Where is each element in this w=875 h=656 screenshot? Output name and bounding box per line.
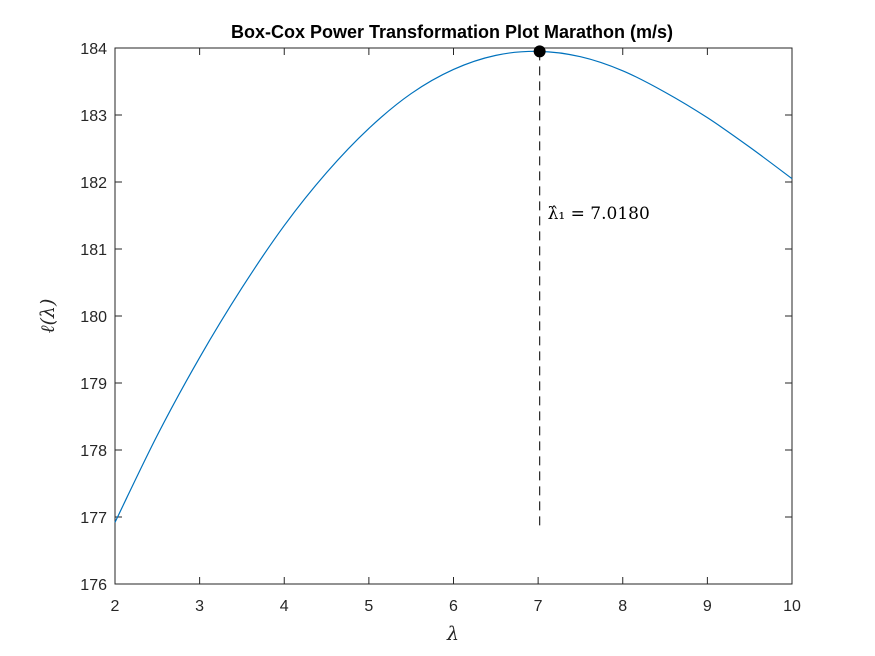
x-tick-label: 7 (534, 598, 543, 615)
likelihood-curve (114, 50, 793, 523)
x-tick-label: 5 (364, 598, 373, 615)
y-tick-label: 181 (80, 242, 107, 259)
y-axis: 176 177 178 179 180 181 182 183 184 (80, 41, 792, 594)
y-tick-label: 179 (80, 376, 107, 393)
x-tick-label: 9 (703, 598, 712, 615)
x-tick-label: 8 (618, 598, 627, 615)
y-tick-label: 180 (80, 309, 107, 326)
y-tick-label: 178 (80, 443, 107, 460)
axes-box (114, 47, 793, 585)
x-tick-label: 6 (449, 598, 458, 615)
x-tick-label: 10 (783, 598, 801, 615)
y-tick-label: 183 (80, 108, 107, 125)
chart-title: Box-Cox Power Transformation Plot Marath… (231, 22, 673, 42)
y-axis-label: ℓ(λ) (37, 299, 59, 334)
y-tick-label: 184 (80, 41, 107, 58)
optimum-marker (533, 45, 546, 58)
x-tick-label: 4 (280, 598, 289, 615)
y-tick-label: 182 (80, 175, 107, 192)
plot-area (114, 47, 793, 585)
x-tick-label: 3 (195, 598, 204, 615)
x-axis-label: λ (446, 623, 459, 645)
y-tick-label: 176 (80, 577, 107, 594)
x-axis: 2 3 4 5 6 7 8 9 10 (111, 48, 801, 615)
optimum-lambda-label: λ̂₁ = 7.0180 (548, 204, 650, 224)
x-tick-label: 2 (111, 598, 120, 615)
y-tick-label: 177 (80, 510, 107, 527)
